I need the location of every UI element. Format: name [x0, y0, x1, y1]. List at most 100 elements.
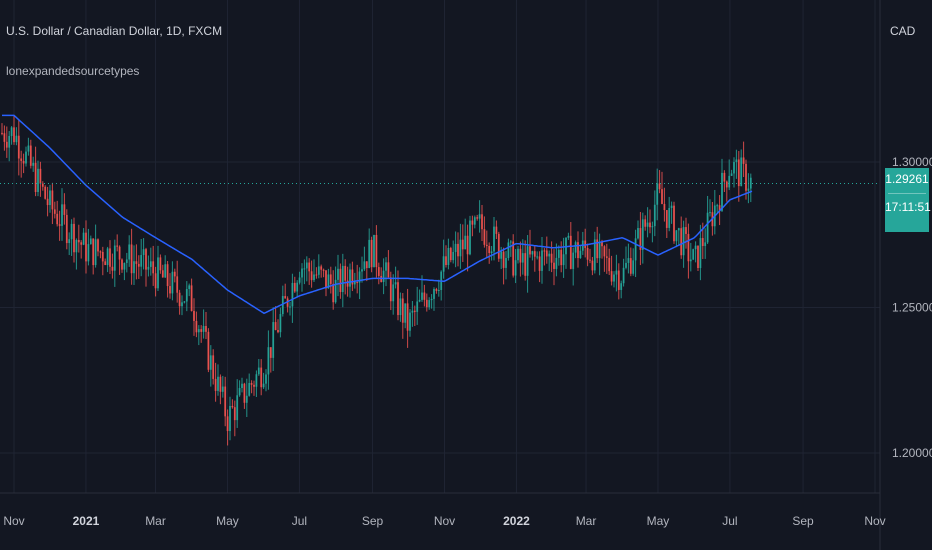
- candle: [341, 253, 344, 308]
- candle-body: [509, 241, 512, 243]
- candle: [385, 257, 387, 287]
- candle: [629, 247, 632, 277]
- candle: [320, 264, 323, 278]
- candle: [721, 158, 723, 213]
- candle: [567, 232, 570, 240]
- candle: [85, 220, 87, 274]
- badge-divider: [888, 193, 926, 194]
- candle: [3, 125, 6, 151]
- candle-body: [104, 261, 107, 266]
- candle: [154, 266, 157, 297]
- candle: [241, 377, 243, 393]
- candle: [445, 245, 447, 268]
- x-tick-label: Nov: [434, 514, 455, 528]
- candle-body: [231, 405, 234, 408]
- candle: [44, 185, 47, 200]
- candle-body: [111, 266, 114, 271]
- candle-body: [94, 239, 97, 266]
- candle-body: [217, 376, 219, 391]
- candle-body: [505, 258, 507, 268]
- candle-body: [214, 378, 217, 391]
- candle-body: [373, 234, 375, 268]
- candle-body: [663, 203, 666, 211]
- candle: [20, 150, 23, 178]
- candle-body: [73, 223, 75, 253]
- candle: [214, 362, 217, 402]
- candle: [709, 199, 711, 217]
- candle-body: [80, 242, 83, 245]
- candle: [1, 123, 3, 136]
- candle-body: [161, 270, 164, 278]
- candle: [521, 239, 524, 275]
- x-tick-label: 2021: [73, 514, 100, 528]
- candle: [670, 201, 673, 224]
- candle: [543, 248, 546, 266]
- symbol-title[interactable]: U.S. Dollar / Canadian Dollar, 1D, FXCM: [6, 24, 223, 38]
- candle-body: [142, 249, 145, 255]
- candle-body: [46, 198, 49, 206]
- candle-body: [226, 416, 229, 432]
- candle: [193, 298, 195, 336]
- candle: [375, 225, 378, 278]
- candle-body: [725, 181, 728, 188]
- candle-body: [538, 256, 541, 271]
- candle: [217, 364, 219, 396]
- candle: [195, 311, 198, 338]
- candle: [529, 229, 531, 258]
- candle-body: [517, 248, 519, 261]
- candle: [464, 218, 467, 250]
- indicator-label[interactable]: lonexpandedsourcetypes: [6, 64, 140, 78]
- candle: [742, 141, 745, 178]
- candle: [298, 271, 301, 285]
- candle: [737, 151, 740, 202]
- candle-body: [245, 395, 248, 403]
- candle: [459, 223, 462, 269]
- candle: [646, 207, 649, 238]
- candle-body: [605, 256, 608, 258]
- candle: [591, 256, 594, 276]
- candle-body: [236, 395, 239, 421]
- candle: [147, 255, 150, 277]
- candle-body: [733, 162, 735, 174]
- candle-body: [394, 282, 397, 285]
- candle: [161, 264, 164, 278]
- candle: [27, 137, 30, 156]
- candle-body: [269, 347, 272, 358]
- candle-body: [20, 158, 23, 161]
- candle-body: [164, 264, 167, 278]
- candle: [373, 234, 375, 268]
- candle: [483, 216, 486, 248]
- candle-body: [577, 242, 579, 259]
- x-tick-label: Nov: [3, 514, 24, 528]
- candle-body: [389, 277, 392, 302]
- candle-body: [243, 383, 246, 403]
- candle: [610, 255, 613, 286]
- candle-body: [325, 270, 327, 289]
- candle-body: [670, 205, 673, 209]
- candle-body: [353, 281, 356, 285]
- candle: [125, 252, 128, 273]
- candle-body: [49, 190, 51, 206]
- candle-body: [428, 300, 431, 308]
- candle: [620, 280, 623, 299]
- candle: [10, 126, 13, 145]
- candle: [133, 245, 135, 286]
- candle-body: [65, 214, 68, 244]
- candle-body: [553, 262, 555, 269]
- candle-body: [387, 262, 390, 278]
- candle: [555, 243, 558, 277]
- candle: [171, 261, 174, 301]
- candle: [577, 231, 579, 268]
- candle-body: [178, 292, 181, 307]
- candle-body: [658, 183, 661, 190]
- candle-body: [574, 242, 577, 253]
- candle-body: [730, 173, 733, 176]
- candle: [13, 115, 15, 145]
- candle-body: [735, 159, 738, 163]
- x-tick-label: 2022: [503, 514, 530, 528]
- candle: [495, 220, 498, 240]
- candle: [560, 241, 563, 273]
- candle: [61, 188, 63, 241]
- candle-body: [413, 310, 416, 312]
